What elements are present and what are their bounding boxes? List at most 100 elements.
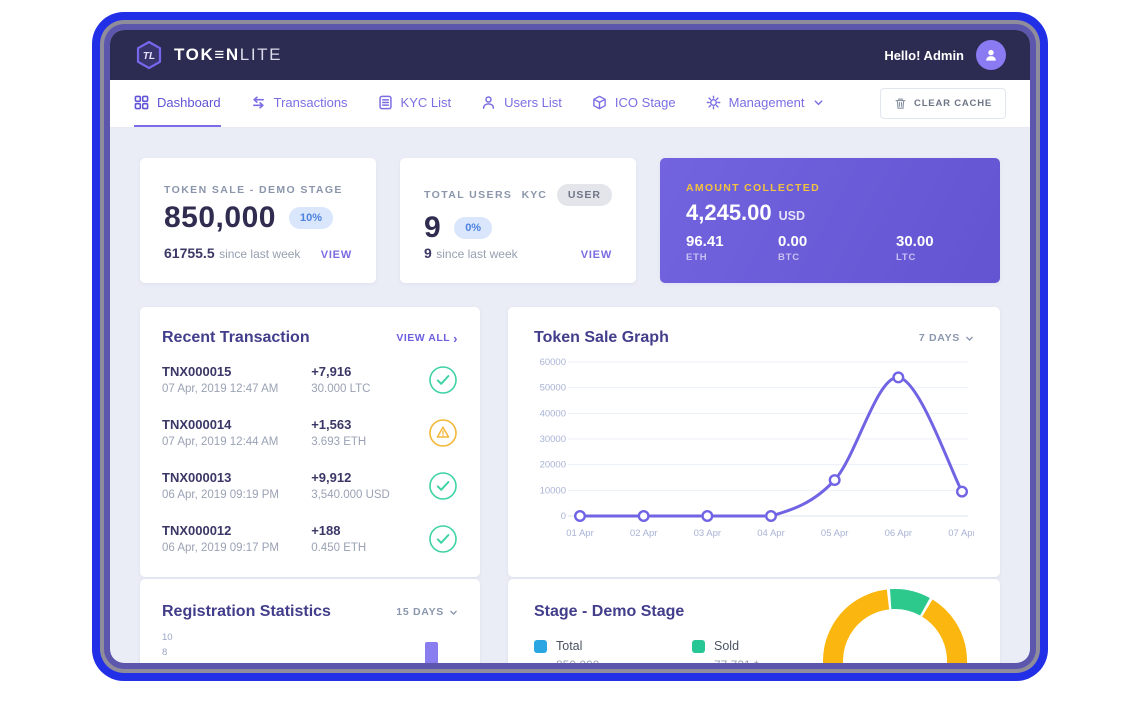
brand-text-secondary: LITE [239,45,283,64]
total-users-card: TOTAL USERS KYC USER 9 0% 9 since las [400,158,636,283]
list-document-icon [378,95,392,110]
stage-donut-chart [823,589,967,663]
svg-text:40000: 40000 [540,408,566,419]
registration-ytick-10: 10 [162,632,173,643]
toggle-kyc-option[interactable]: KYC [521,189,547,201]
nav-label-kyc-list: KYC List [400,95,452,110]
chevron-down-icon [450,610,457,615]
legend-sold-top: Sold [692,639,782,653]
transaction-date: 07 Apr, 2019 12:47 AM [162,383,279,395]
amount-collected-value-row: 4,245.00 USD [686,200,974,226]
legend-total-label: Total [556,639,583,653]
registration-range-dropdown[interactable]: 15 DAYS [396,606,458,618]
legend-sold-label: Sold [714,639,740,653]
graph-range-dropdown[interactable]: 7 DAYS [919,332,974,344]
amount-btc-value: 0.00 [778,233,808,250]
transactions-list: TNX000015 07 Apr, 2019 12:47 AM +7,916 3… [162,353,458,565]
amount-eth-unit: ETH [686,252,708,263]
transaction-date: 06 Apr, 2019 09:19 PM [162,489,280,501]
transaction-row[interactable]: TNX000012 06 Apr, 2019 09:17 PM +188 0.4… [162,512,458,565]
transaction-date: 06 Apr, 2019 09:17 PM [162,542,280,554]
amount-collected-card: AMOUNT COLLECTED 4,245.00 USD 96.41 ETH … [660,158,1000,283]
transfer-arrows-icon [252,96,264,109]
app-window: TL TOK≡NLITE Hello! Admin [110,30,1030,663]
amount-ltc-unit: LTC [896,252,917,263]
token-sale-head: TOKEN SALE - DEMO STAGE [164,184,352,196]
token-sale-percent-badge: 10% [288,207,333,229]
clear-cache-button[interactable]: CLEAR CACHE [880,88,1006,119]
svg-text:50000: 50000 [540,383,566,394]
clear-cache-label: CLEAR CACHE [914,98,992,109]
transaction-status [426,418,458,448]
transaction-amount-cell: +7,916 30.000 LTC [311,364,426,395]
cube-icon [593,95,606,110]
transaction-row[interactable]: TNX000015 07 Apr, 2019 12:47 AM +7,916 3… [162,353,458,406]
nav-item-transactions[interactable]: Transactions [251,80,348,127]
nav-item-users-list[interactable]: Users List [481,80,562,127]
recent-transactions-head: Recent Transaction VIEW ALL › [162,329,458,347]
transaction-detail: 30.000 LTC [311,383,371,395]
nav-item-management[interactable]: Management [706,80,824,127]
token-sale-foot: 61755.5 since last week VIEW [164,245,352,263]
view-all-label: VIEW ALL [396,332,451,344]
greeting-text: Hello! Admin [884,47,964,63]
amount-collected-value: 4,245.00 [686,200,772,225]
legend-sold-value: 77,721 * [714,658,782,663]
svg-text:20000: 20000 [540,460,566,471]
svg-text:05 Apr: 05 Apr [821,528,848,539]
check-circle-icon [429,524,457,553]
toggle-user-option[interactable]: USER [556,184,612,206]
transaction-id: TNX000014 [162,417,232,432]
chevron-down-icon [966,336,973,341]
total-users-delta: 9 [424,245,432,261]
nav-item-ico-stage[interactable]: ICO Stage [592,80,676,127]
svg-text:10000: 10000 [540,485,566,496]
total-users-view-link[interactable]: VIEW [580,249,612,261]
nav-item-kyc-list[interactable]: KYC List [378,80,452,127]
amount-btc-unit: BTC [778,252,800,263]
svg-text:60000: 60000 [540,357,566,368]
amount-btc-col: 0.00 BTC [778,233,856,263]
amount-collected-currency: USD [778,209,806,223]
amount-eth-value: 96.41 [686,233,724,250]
transaction-id: TNX000012 [162,523,232,538]
brand-text-primary: TOK≡N [174,45,240,64]
legend-item-total: Total 850,000 [534,639,624,663]
transaction-id: TNX000015 [162,364,232,379]
transaction-amount: +7,916 [311,364,352,379]
transaction-amount: +9,912 [311,470,352,485]
transaction-detail: 3,540.000 USD [311,489,390,501]
stage-head: Stage - Demo Stage [534,603,974,621]
transaction-id-cell: TNX000014 07 Apr, 2019 12:44 AM [162,417,311,448]
token-sale-view-link[interactable]: VIEW [320,249,352,261]
user-avatar[interactable] [976,40,1006,70]
transaction-status [426,365,458,395]
registration-statistics-head: Registration Statistics 15 DAYS [162,603,458,621]
app-header: TL TOK≡NLITE Hello! Admin [110,30,1030,80]
total-swatch-icon [534,639,547,653]
transaction-status [426,471,458,501]
nav-label-dashboard: Dashboard [157,95,221,110]
transaction-row[interactable]: TNX000014 07 Apr, 2019 12:44 AM +1,563 3… [162,406,458,459]
transaction-date: 07 Apr, 2019 12:44 AM [162,436,279,448]
token-sale-delta: 61755.5 [164,245,215,261]
check-circle-icon [429,365,457,394]
amount-eth-col: 96.41 ETH [686,233,764,263]
trash-icon [895,98,906,109]
user-area: Hello! Admin [884,40,1006,70]
recent-transactions-title: Recent Transaction [162,329,310,346]
token-sale-delta-caption: since last week [219,247,301,261]
svg-text:01 Apr: 01 Apr [566,528,593,539]
graph-range-label: 7 DAYS [918,332,960,344]
transaction-row[interactable]: TNX000013 06 Apr, 2019 09:19 PM +9,912 3… [162,459,458,512]
view-all-link[interactable]: VIEW ALL › [396,332,458,345]
person-icon [483,96,495,109]
bottom-row: Registration Statistics 15 DAYS 10 8 [140,579,1000,663]
dashboard-content: TOKEN SALE - DEMO STAGE 850,000 10% 6175… [110,128,1030,663]
brand-text: TOK≡NLITE [174,45,282,65]
token-sale-graph-card: Token Sale Graph 7 DAYS 0 10000 20000 30000… [508,307,1000,577]
nav-label-transactions: Transactions [273,95,348,110]
svg-text:02 Apr: 02 Apr [630,528,657,539]
nav-item-dashboard[interactable]: Dashboard [134,80,221,127]
